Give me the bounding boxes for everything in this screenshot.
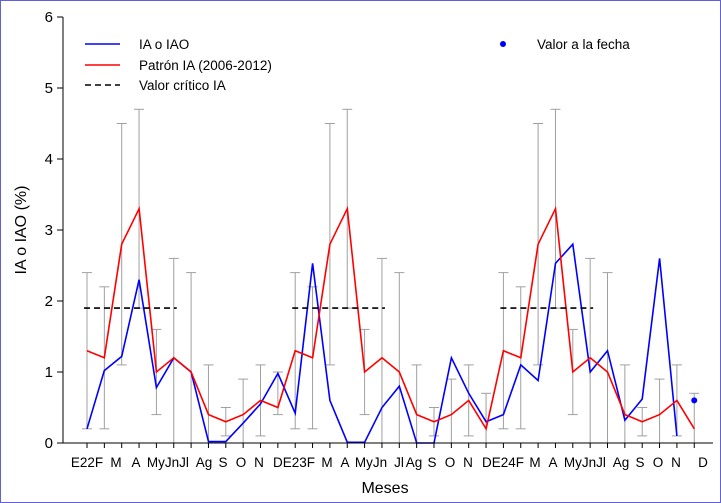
x-tick-label: N [463,455,473,470]
series-line [86,205,695,431]
y-tick-label: 2 [45,293,53,310]
x-tick-label: D [698,455,708,470]
x-tick-label: DE23F [273,455,315,470]
x-axis-title: Meses [361,480,408,497]
legend-point-marker [500,41,506,47]
y-tick-label: 5 [45,80,53,97]
legend-label: Patrón IA (2006-2012) [139,58,272,73]
x-tick-label: N [254,455,264,470]
x-tick-label: A [548,455,557,470]
x-tick-label: MyJn [355,455,387,470]
x-tick-label: Jl [596,455,606,470]
x-tick-label: O [445,455,456,470]
x-tick-label: Ag [196,455,213,470]
x-tick-label: S [635,455,644,470]
x-tick-label: Ag [406,455,423,470]
current-value-point [691,397,698,404]
x-tick-label: A [131,455,140,470]
legend-label: Valor crítico IA [139,78,226,93]
y-tick-label: 6 [45,9,53,26]
x-tick-label: O [653,455,664,470]
legend-label: IA o IAO [139,37,189,52]
x-tick-label: Jl [394,455,404,470]
x-tick-label: S [427,455,436,470]
x-tick-label: M [529,455,540,470]
x-tick-label: A [340,455,349,470]
legend-label: Valor a la fecha [537,37,630,52]
x-tick-label: E22F [71,455,103,470]
x-tick-label: Jl [179,455,189,470]
x-tick-label: O [236,455,247,470]
x-tick-label: MyJn [564,455,596,470]
x-tick-label: MyJn [147,455,179,470]
y-tick-label: 4 [45,151,53,168]
y-tick-label: 0 [45,435,53,452]
x-tick-label: M [110,455,121,470]
y-tick-label: 1 [45,364,53,381]
x-tick-label: S [218,455,227,470]
x-tick-label: DE24F [482,455,524,470]
y-axis-title: IA o IAO (%) [13,186,30,275]
x-tick-label: M [321,455,332,470]
x-tick-label: N [671,455,681,470]
x-tick-label: Ag [613,455,630,470]
y-tick-label: 3 [45,222,53,239]
